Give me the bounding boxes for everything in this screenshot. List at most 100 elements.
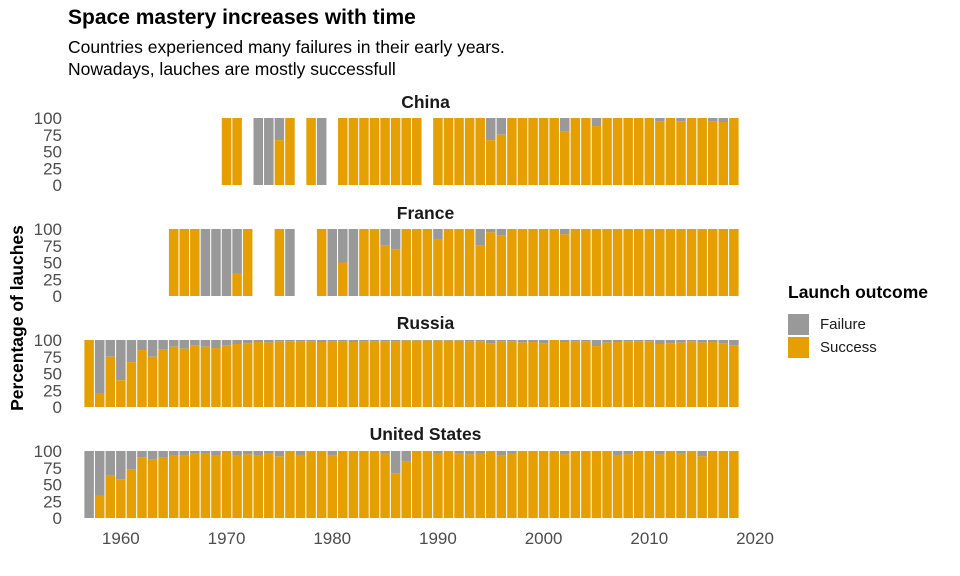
- panel-title: France: [397, 203, 455, 223]
- bar-failure: [475, 340, 485, 342]
- bar-failure: [316, 340, 327, 343]
- bar-success: [338, 262, 348, 296]
- bar-failure: [655, 451, 665, 455]
- bar-success: [264, 453, 274, 518]
- bar-success: [686, 118, 697, 185]
- bar-failure: [327, 340, 337, 342]
- bar-failure: [686, 340, 697, 342]
- bar-success: [570, 451, 581, 518]
- bar-success: [94, 495, 105, 518]
- bar-success: [559, 342, 570, 407]
- bar-failure: [338, 229, 348, 263]
- bar-failure: [190, 340, 200, 346]
- bar-success: [602, 342, 612, 407]
- bar-success: [707, 229, 718, 296]
- bar-failure: [559, 451, 570, 455]
- bar-success: [158, 349, 168, 407]
- legend-item-failure: Failure: [788, 313, 928, 336]
- bar-failure: [168, 451, 179, 456]
- bar-failure: [676, 340, 686, 343]
- bar-success: [390, 249, 401, 296]
- bar-success: [676, 229, 686, 296]
- bar-success: [253, 455, 264, 518]
- bar-success: [676, 121, 686, 185]
- bar-success: [475, 341, 485, 407]
- bar-failure: [211, 229, 221, 296]
- bar-failure: [602, 340, 612, 343]
- bar-success: [464, 454, 475, 518]
- y-tick-label: 25: [43, 492, 62, 511]
- bar-success: [623, 341, 633, 407]
- bar-success: [538, 118, 549, 185]
- bar-failure: [221, 340, 232, 346]
- bar-success: [137, 350, 147, 407]
- bar-failure: [633, 340, 644, 342]
- bar-success: [612, 118, 623, 185]
- bar-failure: [274, 451, 285, 457]
- bar-success: [232, 118, 242, 185]
- bar-success: [316, 229, 327, 296]
- bar-failure: [116, 451, 126, 480]
- y-tick-label: 100: [34, 109, 62, 128]
- bar-success: [158, 457, 168, 518]
- y-tick-label: 0: [53, 398, 62, 417]
- bar-success: [295, 455, 306, 518]
- bar-success: [655, 121, 665, 185]
- bar-success: [528, 118, 538, 185]
- chart-subtitle: Countries experienced many failures in t…: [68, 36, 768, 80]
- bar-success: [464, 341, 475, 407]
- bar-failure: [264, 340, 274, 343]
- y-tick-label: 25: [43, 270, 62, 289]
- y-tick-label: 25: [43, 159, 62, 178]
- bar-success: [359, 451, 369, 518]
- bar-success: [422, 340, 433, 407]
- y-tick-label: 75: [43, 237, 62, 256]
- bar-failure: [211, 451, 221, 456]
- bar-success: [412, 118, 422, 185]
- bar-success: [443, 229, 454, 296]
- bar-success: [380, 245, 390, 296]
- bar-success: [507, 118, 517, 185]
- bar-success: [306, 341, 316, 407]
- bar-failure: [232, 451, 242, 456]
- bar-failure: [274, 118, 285, 141]
- bar-failure: [285, 340, 295, 342]
- bar-success: [137, 457, 147, 518]
- subtitle-line-1: Countries experienced many failures in t…: [68, 37, 505, 57]
- bar-failure: [94, 340, 105, 394]
- bar-success: [655, 454, 665, 518]
- bar-failure: [137, 451, 147, 458]
- bar-success: [126, 362, 137, 407]
- bar-success: [116, 380, 126, 407]
- bar-success: [412, 229, 422, 296]
- bar-success: [538, 451, 549, 518]
- bar-success: [232, 273, 242, 296]
- bar-success: [718, 343, 729, 407]
- bar-success: [486, 343, 496, 407]
- bar-failure: [253, 340, 264, 343]
- bar-success: [633, 451, 644, 518]
- bar-failure: [464, 340, 475, 342]
- bar-success: [327, 455, 337, 518]
- chart-title: Space mastery increases with time: [68, 6, 416, 29]
- bar-success: [612, 229, 623, 296]
- bar-success: [211, 455, 221, 518]
- bar-success: [232, 344, 242, 407]
- bar-failure: [274, 340, 285, 342]
- bar-success: [433, 340, 443, 407]
- bar-success: [623, 118, 633, 185]
- bar-failure: [433, 340, 443, 341]
- bar-success: [623, 229, 633, 296]
- bar-success: [581, 118, 591, 185]
- bar-failure: [655, 340, 665, 345]
- bar-success: [147, 356, 158, 407]
- bar-failure: [126, 340, 137, 363]
- bar-success: [655, 229, 665, 296]
- bar-failure: [105, 451, 116, 476]
- bar-success: [285, 341, 295, 407]
- bar-success: [94, 393, 105, 407]
- bar-failure: [729, 340, 739, 346]
- bar-success: [517, 229, 528, 296]
- bar-success: [316, 451, 327, 518]
